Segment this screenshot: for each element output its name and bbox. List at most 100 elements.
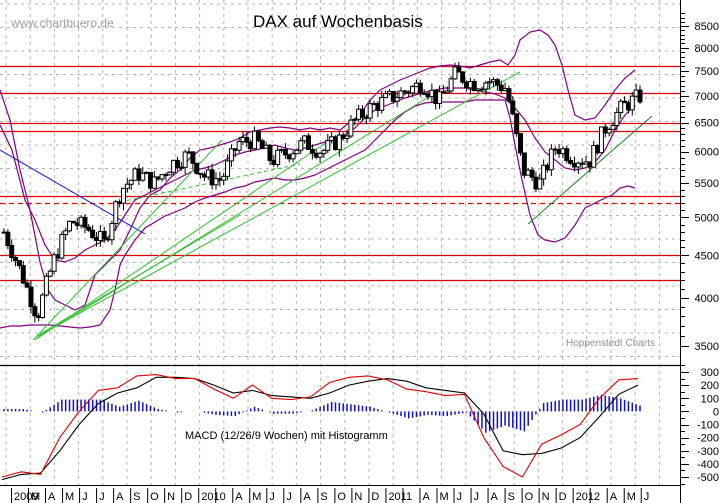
- candle-up: [290, 153, 296, 160]
- candle-down: [32, 306, 38, 317]
- uptrend-line-3: [36, 89, 441, 339]
- x-tick-label: 2010: [201, 491, 225, 503]
- candle-up: [606, 128, 612, 134]
- x-tick-label: S: [133, 491, 140, 503]
- x-tick-label: J: [286, 491, 292, 503]
- candle-down: [359, 108, 365, 118]
- candle-up: [109, 223, 115, 241]
- candle-down: [198, 172, 204, 175]
- uptrend-line-5: [39, 214, 241, 335]
- y-tick-label: 7000: [695, 91, 719, 103]
- macd-tick-label: 0: [713, 406, 719, 418]
- y-tick-label: 5500: [695, 178, 719, 190]
- candle-down: [498, 84, 504, 92]
- candle-up: [629, 95, 635, 111]
- candle-down: [82, 216, 88, 228]
- candle-up: [344, 135, 350, 139]
- x-tick-label: N: [167, 491, 175, 503]
- macd-histogram: [3, 394, 641, 433]
- x-tick-label: A: [303, 491, 311, 503]
- candle-up: [167, 171, 173, 176]
- macd-label: MACD (12/26/9 Wochen) mit Histogramm: [185, 430, 388, 442]
- candle-up: [128, 179, 134, 185]
- candle-down: [510, 100, 516, 115]
- candle-up: [367, 103, 373, 119]
- candle-down: [417, 82, 423, 94]
- candle-up: [379, 96, 385, 111]
- y-axis-ticks: [680, 13, 689, 485]
- y-tick-label: 6500: [695, 118, 719, 130]
- horizontal-lines: [0, 65, 680, 282]
- candle-up: [591, 145, 597, 168]
- candle-down: [244, 136, 250, 143]
- y-tick-label: 5000: [695, 212, 719, 224]
- x-tick-label: A: [491, 491, 499, 503]
- x-tick-label: O: [150, 491, 159, 503]
- candle-up: [294, 149, 300, 155]
- uptrend-line-2: [34, 139, 331, 341]
- candle-down: [518, 133, 524, 154]
- candle-down: [5, 231, 11, 246]
- x-tick-label: S: [508, 491, 515, 503]
- y-tick-label: 7500: [695, 66, 719, 78]
- candle-down: [16, 260, 22, 267]
- y-tick-label: 8000: [695, 43, 719, 55]
- y-tick-label: 4500: [695, 250, 719, 262]
- candle-up: [598, 126, 604, 154]
- x-tick-label: M: [627, 491, 636, 503]
- candle-up: [59, 234, 65, 259]
- candle-up: [151, 176, 157, 189]
- candle-down: [86, 226, 92, 231]
- x-tick-label: 2009: [14, 491, 38, 503]
- candle-up: [63, 230, 69, 236]
- candle-down: [90, 229, 96, 239]
- candle-down: [101, 230, 107, 240]
- candle-down: [24, 282, 30, 288]
- candle-down: [390, 90, 396, 102]
- candle-up: [452, 66, 458, 80]
- candle-down: [20, 265, 26, 284]
- uptrend-line-1: [32, 139, 223, 341]
- candle-up: [321, 149, 327, 154]
- candle-up: [182, 151, 188, 168]
- candle-up: [159, 174, 165, 180]
- x-tick-label: A: [116, 491, 124, 503]
- trend-lines: [0, 71, 653, 341]
- candle-down: [460, 71, 466, 83]
- candle-down: [255, 130, 261, 142]
- x-tick-label: N: [354, 491, 362, 503]
- macd-tick-label: 200: [701, 380, 719, 392]
- candle-up: [47, 270, 53, 277]
- candle-up: [610, 124, 616, 130]
- candle-up: [618, 100, 624, 113]
- y-tick-label: 8500: [695, 21, 719, 33]
- candle-up: [298, 140, 304, 151]
- candle-up: [575, 162, 581, 168]
- candle-down: [456, 66, 462, 73]
- candle-up: [410, 86, 416, 94]
- candle-up: [383, 93, 389, 98]
- bollinger-lower: [0, 99, 636, 329]
- candle-down: [529, 169, 535, 178]
- candle-up: [178, 166, 184, 169]
- macd-tick-label: -400: [697, 459, 719, 471]
- macd-tick-label: 100: [701, 393, 719, 405]
- candle-down: [174, 159, 180, 169]
- x-tick-label: D: [184, 491, 192, 503]
- macd-tick-label: -500: [697, 472, 719, 484]
- x-tick-label: J: [457, 491, 463, 503]
- chart-title: DAX auf Wochenbasis: [253, 12, 423, 31]
- x-tick-label: O: [525, 491, 534, 503]
- candle-down: [267, 144, 273, 161]
- x-tick-label: M: [252, 491, 261, 503]
- candle-up: [541, 164, 547, 180]
- x-tick-label: J: [644, 491, 650, 503]
- candle-down: [306, 135, 312, 150]
- candle-down: [622, 100, 628, 104]
- candle-up: [67, 220, 73, 232]
- grid-lines: [0, 0, 680, 485]
- candle-down: [564, 148, 570, 162]
- candle-down: [637, 89, 643, 103]
- watermark: www.chartbuero.de: [10, 16, 114, 30]
